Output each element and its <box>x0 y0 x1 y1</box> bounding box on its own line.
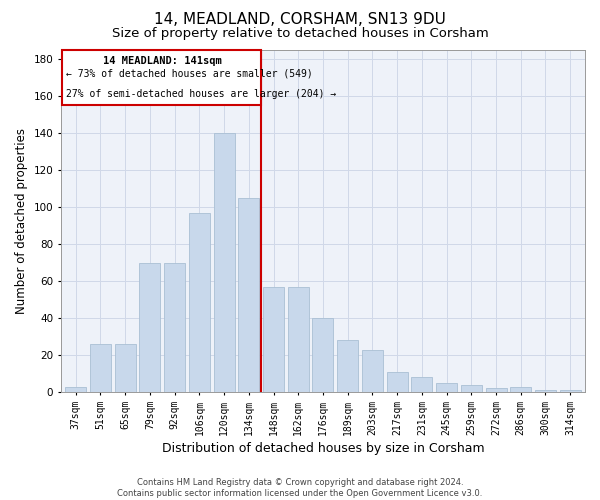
Bar <box>164 262 185 392</box>
Bar <box>263 286 284 392</box>
FancyBboxPatch shape <box>62 50 261 106</box>
Bar <box>485 388 506 392</box>
Bar <box>238 198 259 392</box>
Bar <box>362 350 383 392</box>
Y-axis label: Number of detached properties: Number of detached properties <box>15 128 28 314</box>
Bar <box>461 385 482 392</box>
Bar <box>90 344 111 392</box>
Bar <box>510 386 531 392</box>
Text: ← 73% of detached houses are smaller (549): ← 73% of detached houses are smaller (54… <box>66 68 313 78</box>
Bar <box>412 378 433 392</box>
Text: Size of property relative to detached houses in Corsham: Size of property relative to detached ho… <box>112 28 488 40</box>
Bar <box>65 386 86 392</box>
Bar <box>313 318 334 392</box>
Bar <box>139 262 160 392</box>
Bar <box>535 390 556 392</box>
Text: 27% of semi-detached houses are larger (204) →: 27% of semi-detached houses are larger (… <box>66 89 336 99</box>
Text: Contains HM Land Registry data © Crown copyright and database right 2024.
Contai: Contains HM Land Registry data © Crown c… <box>118 478 482 498</box>
Bar <box>436 383 457 392</box>
Bar <box>560 390 581 392</box>
Text: 14 MEADLAND: 141sqm: 14 MEADLAND: 141sqm <box>103 56 221 66</box>
Bar <box>214 133 235 392</box>
Bar <box>386 372 407 392</box>
Bar <box>288 286 309 392</box>
Bar <box>115 344 136 392</box>
Text: 14, MEADLAND, CORSHAM, SN13 9DU: 14, MEADLAND, CORSHAM, SN13 9DU <box>154 12 446 28</box>
X-axis label: Distribution of detached houses by size in Corsham: Distribution of detached houses by size … <box>161 442 484 455</box>
Bar <box>337 340 358 392</box>
Bar <box>189 213 210 392</box>
